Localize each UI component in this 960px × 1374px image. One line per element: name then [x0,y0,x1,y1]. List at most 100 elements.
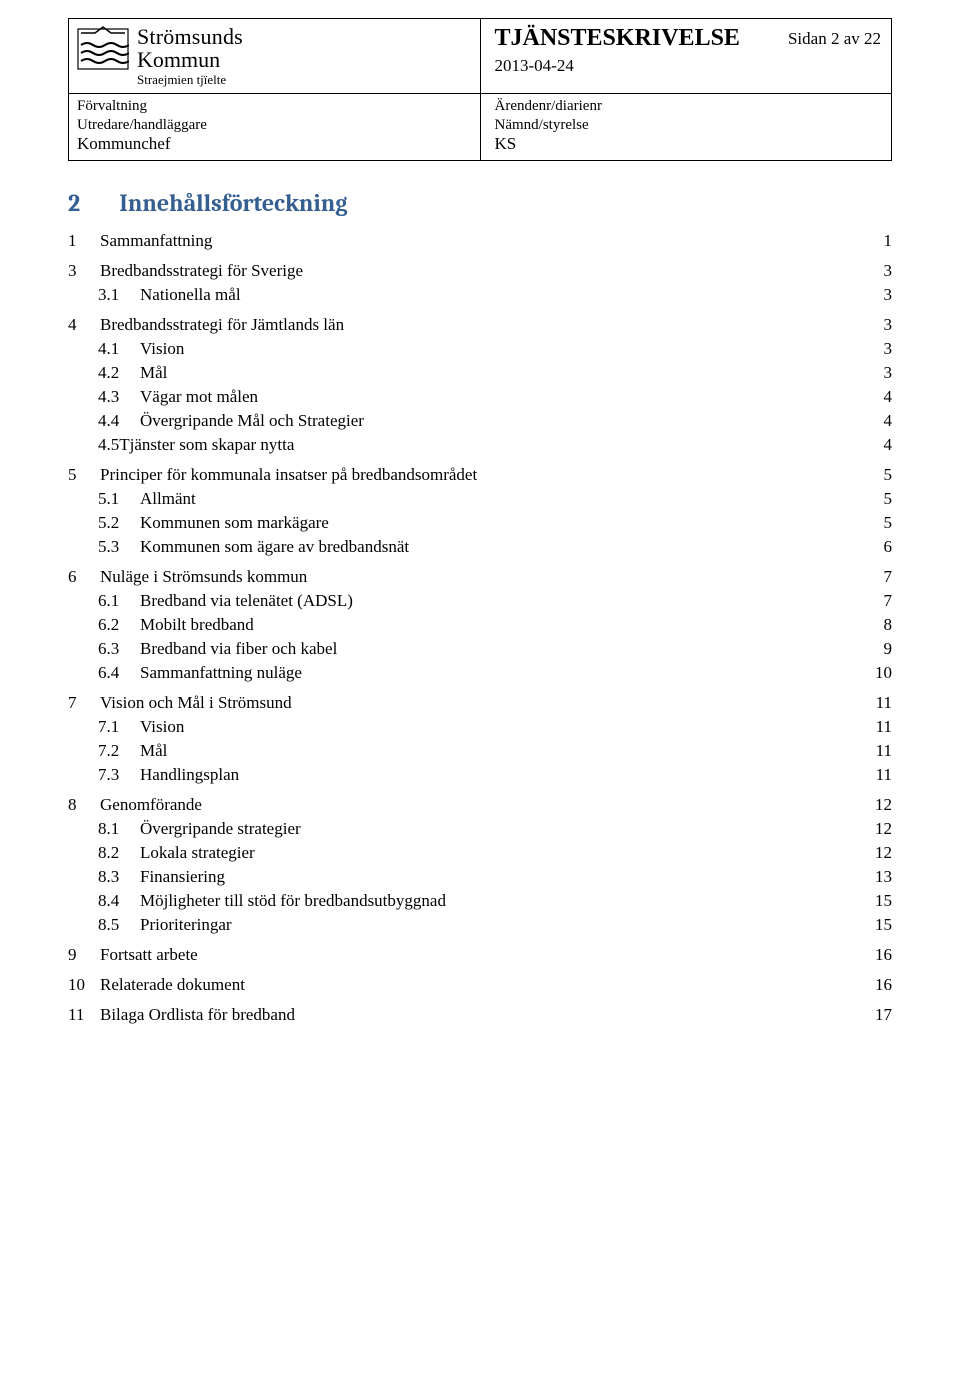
toc-entry-text: Principer för kommunala insatser på bred… [100,465,477,485]
toc-entry-text: Prioriteringar [140,915,232,935]
toc-entry-text: Bredbandsstrategi för Sverige [100,261,303,281]
toc-entry-number: 6.4 [98,663,140,683]
toc-entry-text: Genomförande [100,795,202,815]
logo-text: Strömsunds Kommun Straejmien tjïelte [137,25,243,87]
page: Strömsunds Kommun Straejmien tjïelte TJÄ… [0,0,960,1069]
toc-entry[interactable]: 4.3Vägar mot målen4 [68,387,892,407]
org-subname: Kommun [137,48,243,71]
toc-entry[interactable]: 5.3Kommunen som ägare av bredbandsnät6 [68,537,892,557]
toc-entry[interactable]: 6.2Mobilt bredband8 [68,615,892,635]
toc-entry-page: 9 [868,639,892,659]
toc-entry-page: 5 [868,513,892,533]
toc-entry-text: Bredband via telenätet (ADSL) [140,591,353,611]
handler-label: Utredare/handläggare [77,117,470,134]
toc-entry-text: Nuläge i Strömsunds kommun [100,567,307,587]
toc-entry[interactable]: 4.4Övergripande Mål och Strategier4 [68,411,892,431]
toc-entry-text: Vision [140,339,184,359]
toc-entry-number: 8.3 [98,867,140,887]
toc-entry-page: 13 [868,867,892,887]
toc-heading-number: 2 [68,189,114,217]
board-value: KS [495,134,882,154]
toc-entry[interactable]: 4.2Mål3 [68,363,892,383]
toc-entry[interactable]: 8.5Prioriteringar15 [68,915,892,935]
toc-entry-page: 11 [868,693,892,713]
toc-entry-text: Vision och Mål i Strömsund [100,693,292,713]
toc-entry[interactable]: 5Principer för kommunala insatser på bre… [68,465,892,485]
toc-entry-text: Fortsatt arbete [100,945,198,965]
toc-entry-number: 7.1 [98,717,140,737]
toc-entry-number: 5.1 [98,489,140,509]
board-label: Nämnd/styrelse [495,117,882,134]
toc-entry[interactable]: 8.4Möjligheter till stöd för bredbandsut… [68,891,892,911]
toc-entry[interactable]: 4.1Vision3 [68,339,892,359]
toc-entry-text: Bredbandsstrategi för Jämtlands län [100,315,344,335]
toc-entry-page: 4 [868,411,892,431]
toc-entry[interactable]: 8.2Lokala strategier12 [68,843,892,863]
toc-entry[interactable]: 6.3Bredband via fiber och kabel9 [68,639,892,659]
toc-entry-page: 5 [868,489,892,509]
toc-entry[interactable]: 9Fortsatt arbete 16 [68,945,892,965]
toc-entry[interactable]: 7.1Vision11 [68,717,892,737]
toc-entry[interactable]: 6Nuläge i Strömsunds kommun7 [68,567,892,587]
header-table: Strömsunds Kommun Straejmien tjïelte TJÄ… [68,18,892,161]
toc-entry-number: 9 [68,945,100,965]
toc-entry-text: Övergripande strategier [140,819,301,839]
toc-entry-text: Möjligheter till stöd för bredbandsutbyg… [140,891,446,911]
toc-entry-number: 1 [68,231,100,251]
toc-entry-page: 3 [868,363,892,383]
header-logo-cell: Strömsunds Kommun Straejmien tjïelte [69,19,481,94]
toc-entry[interactable]: 7.3Handlingsplan11 [68,765,892,785]
toc-entry-number: 3.1 [98,285,140,305]
toc-entry[interactable]: 10Relaterade dokument16 [68,975,892,995]
toc-entry-number: 8 [68,795,100,815]
toc-entry[interactable]: 3Bredbandsstrategi för Sverige3 [68,261,892,281]
toc-entry-page: 10 [868,663,892,683]
toc-entry[interactable]: 11Bilaga Ordlista för bredband17 [68,1005,892,1025]
toc-entry-page: 7 [868,591,892,611]
toc-entry-page: 12 [868,795,892,815]
toc-entry-text: 4.5Tjänster som skapar nytta [98,435,294,455]
toc-entry-page: 5 [868,465,892,485]
toc-entry-number: 5.3 [98,537,140,557]
toc-entry-number: 8.2 [98,843,140,863]
toc-entry-number: 4.1 [98,339,140,359]
toc-entry-page: 12 [868,819,892,839]
toc-entry-number: 4 [68,315,100,335]
table-of-contents: 1Sammanfattning13Bredbandsstrategi för S… [68,231,892,1025]
toc-entry-number: 4.3 [98,387,140,407]
toc-entry[interactable]: 6.1Bredband via telenätet (ADSL)7 [68,591,892,611]
toc-entry-text: Handlingsplan [140,765,239,785]
toc-entry-text: Övergripande Mål och Strategier [140,411,364,431]
toc-entry-page: 4 [868,387,892,407]
toc-entry-text: Sammanfattning nuläge [140,663,302,683]
toc-entry-page: 1 [868,231,892,251]
toc-entry-page: 3 [868,261,892,281]
toc-entry[interactable]: 4Bredbandsstrategi för Jämtlands län 3 [68,315,892,335]
toc-entry-text: Lokala strategier [140,843,255,863]
toc-entry-page: 17 [868,1005,892,1025]
toc-entry[interactable]: 8.3Finansiering13 [68,867,892,887]
toc-entry-text: Allmänt [140,489,196,509]
toc-entry-page: 16 [868,945,892,965]
toc-entry-number: 5 [68,465,100,485]
toc-entry[interactable]: 7Vision och Mål i Strömsund11 [68,693,892,713]
toc-entry[interactable]: 1Sammanfattning1 [68,231,892,251]
toc-entry-page: 3 [868,285,892,305]
toc-entry[interactable]: 6.4Sammanfattning nuläge 10 [68,663,892,683]
toc-entry[interactable]: 5.1Allmänt 5 [68,489,892,509]
toc-entry-text: Kommunen som ägare av bredbandsnät [140,537,409,557]
toc-entry[interactable]: 7.2Mål11 [68,741,892,761]
toc-entry[interactable]: 4.5Tjänster som skapar nytta4 [68,435,892,455]
header-title-cell: TJÄNSTESKRIVELSE Sidan 2 av 22 2013-04-2… [480,19,892,94]
org-tagline: Straejmien tjïelte [137,73,243,87]
toc-entry-number: 3 [68,261,100,281]
toc-entry-number: 7.3 [98,765,140,785]
toc-entry-number: 6.3 [98,639,140,659]
toc-entry[interactable]: 3.1Nationella mål3 [68,285,892,305]
toc-heading-text: Innehållsförteckning [119,189,347,217]
toc-entry-page: 3 [868,315,892,335]
toc-entry[interactable]: 8Genomförande 12 [68,795,892,815]
toc-entry[interactable]: 5.2Kommunen som markägare5 [68,513,892,533]
toc-entry-number: 4.2 [98,363,140,383]
toc-entry[interactable]: 8.1Övergripande strategier12 [68,819,892,839]
